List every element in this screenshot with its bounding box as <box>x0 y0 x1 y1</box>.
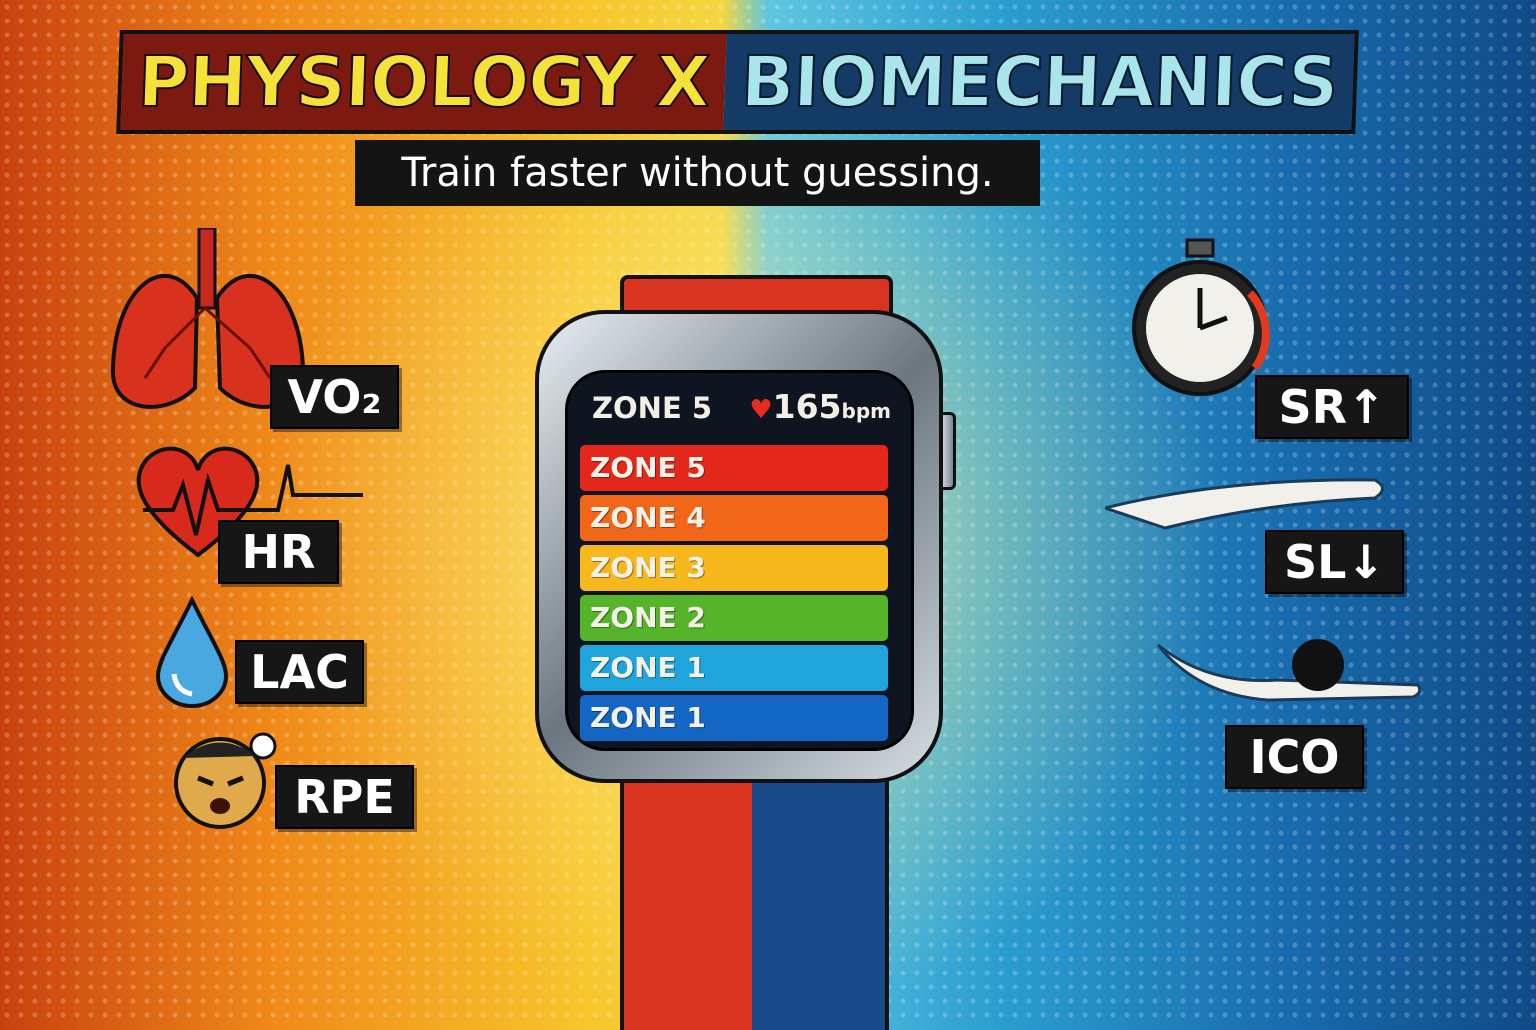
zone-bar: ZONE 2 <box>580 595 888 641</box>
swimmer-icon <box>1156 639 1422 702</box>
heart-rate-value: 165 <box>772 387 842 426</box>
drop-icon <box>155 596 229 708</box>
arm-stroke-icon <box>1105 478 1384 530</box>
label-sl: SL↓ <box>1265 530 1404 594</box>
title-banner: PHYSIOLOGY X BIOMECHANICS <box>116 30 1360 134</box>
zone-bar: ZONE 3 <box>580 545 888 591</box>
heart-icon: ♥ <box>749 395 773 425</box>
heart-rate-unit: bpm <box>841 399 891 423</box>
zone-bar: ZONE 1 <box>580 695 888 741</box>
subtitle: Train faster without guessing. <box>355 140 1040 206</box>
title-left: PHYSIOLOGY X <box>120 34 727 130</box>
label-ico: ICO <box>1225 725 1364 789</box>
zone-bar: ZONE 5 <box>580 445 888 491</box>
label-vo2: VO₂ <box>270 365 399 429</box>
label-lac: LAC <box>235 640 364 704</box>
label-sr: SR↑ <box>1255 375 1409 439</box>
label-rpe: RPE <box>275 765 414 829</box>
title-right: BIOMECHANICS <box>723 34 1356 130</box>
strained-face-icon <box>174 732 277 829</box>
label-hr: HR <box>218 520 339 584</box>
stopwatch-icon <box>1132 238 1270 396</box>
watch-band-bottom-right <box>752 770 889 1030</box>
watch-band-bottom-left <box>620 770 756 1030</box>
current-zone: ZONE 5 <box>592 391 713 425</box>
zone-bar: ZONE 1 <box>580 645 888 691</box>
zone-bar: ZONE 4 <box>580 495 888 541</box>
heart-rate-readout: ♥165bpm <box>749 387 891 426</box>
